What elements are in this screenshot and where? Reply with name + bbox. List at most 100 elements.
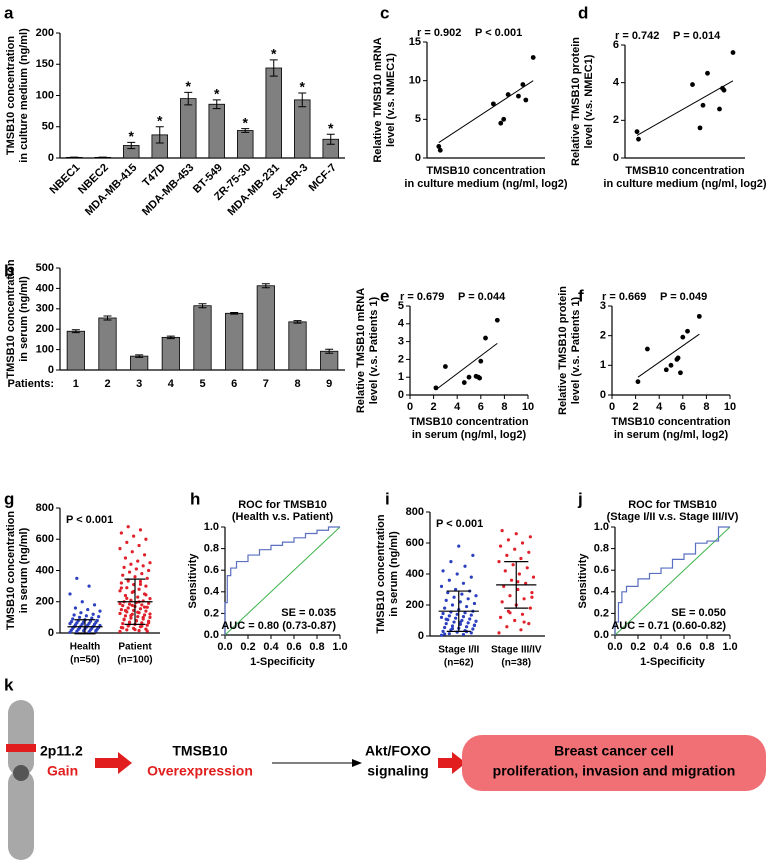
y-tick-label: 1.0 (204, 521, 219, 533)
error-bar (325, 348, 334, 354)
point (678, 370, 683, 376)
bar (130, 355, 149, 371)
point (118, 547, 122, 551)
chart-title: (Stage I/II v.s. Stage III/IV) (607, 511, 739, 523)
x-tick-label: 1.0 (332, 641, 347, 653)
reference-line (224, 526, 341, 636)
chart-title: (Health v.s. Patient) (232, 511, 334, 523)
reference-line (614, 526, 731, 636)
x-tick-label: 0.4 (263, 641, 279, 653)
y-tick-label: 0.0 (594, 629, 609, 641)
gene: TMSB10 (172, 743, 227, 759)
x-tick-label: MDA-MB-415 (83, 162, 139, 218)
auc: AUC = 0.71 (0.60-0.82) (611, 620, 726, 632)
point (522, 597, 526, 601)
y-tick-label: 0.6 (204, 564, 219, 576)
y-axis-label: in serum (ng/ml) (388, 531, 400, 617)
point (457, 544, 461, 548)
panel-label: g (4, 489, 14, 508)
se: SE = 0.035 (281, 607, 336, 619)
point (88, 619, 93, 623)
point (133, 627, 137, 632)
bar (208, 103, 225, 159)
y-axis-label: TMSB10 concentration (5, 511, 17, 630)
outcome: proliferation, invasion and migration (493, 763, 736, 779)
point (130, 603, 134, 607)
y-tick-label: 2 (613, 114, 619, 126)
x-tick-label: 0.2 (240, 641, 255, 653)
point (148, 597, 152, 601)
point (478, 358, 484, 364)
y-tick-label: 300 (36, 303, 54, 315)
point (123, 608, 128, 613)
point (530, 591, 534, 595)
point (697, 125, 703, 131)
group-label: Stage III/IV (491, 645, 542, 656)
point (519, 556, 523, 561)
x-tick-label: 4 (168, 378, 175, 390)
x-tick-label: 0.0 (607, 641, 622, 653)
y-tick-label: 50 (42, 121, 54, 133)
stat: P = 0.014 (673, 30, 721, 42)
point (530, 595, 534, 599)
point (463, 564, 467, 568)
point (92, 603, 97, 607)
locus: 2p11.2 (40, 743, 83, 759)
error-bar (298, 92, 307, 108)
chromosome-arm (8, 770, 34, 860)
point (472, 601, 477, 606)
point (455, 612, 459, 616)
error-bar (261, 283, 270, 289)
x-tick-label: MCF-7 (307, 162, 339, 194)
y-tick-label: 0.8 (594, 543, 609, 555)
point (77, 615, 82, 619)
point (125, 540, 129, 544)
gene-event: Overexpression (147, 763, 253, 779)
point (137, 629, 141, 633)
y-axis-label: level (v.s. Patients 1) (570, 296, 582, 404)
point (447, 578, 451, 582)
point (690, 82, 695, 87)
point (84, 614, 88, 618)
point (141, 564, 145, 568)
arrow (95, 752, 132, 774)
point (494, 317, 500, 323)
point (136, 559, 140, 563)
y-tick-label: 100 (36, 344, 54, 356)
y-axis-label: level (v.s. NMEC1) (385, 53, 397, 147)
point (148, 612, 152, 616)
point (471, 627, 475, 631)
x-axis-label: 1-Specificity (250, 656, 316, 668)
y-tick-label: 6 (613, 39, 619, 51)
point (450, 603, 455, 607)
point (500, 529, 504, 533)
group-n: (n=50) (70, 655, 100, 666)
point (454, 587, 458, 592)
point (144, 609, 148, 613)
error-bar (166, 335, 175, 340)
point (497, 560, 501, 564)
y-tick-label: 10 (409, 75, 421, 87)
point (501, 116, 507, 122)
point (447, 614, 451, 618)
panel-label: e (380, 286, 389, 305)
point (443, 606, 447, 610)
stat: P < 0.001 (436, 518, 483, 530)
y-tick-label: 0 (415, 152, 421, 164)
point (452, 620, 456, 624)
x-tick-label: 10 (724, 401, 736, 413)
x-tick-label: 0.2 (630, 641, 645, 653)
point (508, 594, 512, 598)
event: Gain (47, 763, 78, 779)
group-label: Health (70, 642, 101, 653)
point (140, 621, 144, 625)
point (144, 537, 148, 541)
point (134, 567, 138, 571)
point (129, 616, 133, 620)
arrow (438, 752, 466, 774)
point (441, 569, 445, 573)
point (516, 93, 521, 99)
point (91, 612, 95, 616)
error-bar (71, 329, 80, 334)
